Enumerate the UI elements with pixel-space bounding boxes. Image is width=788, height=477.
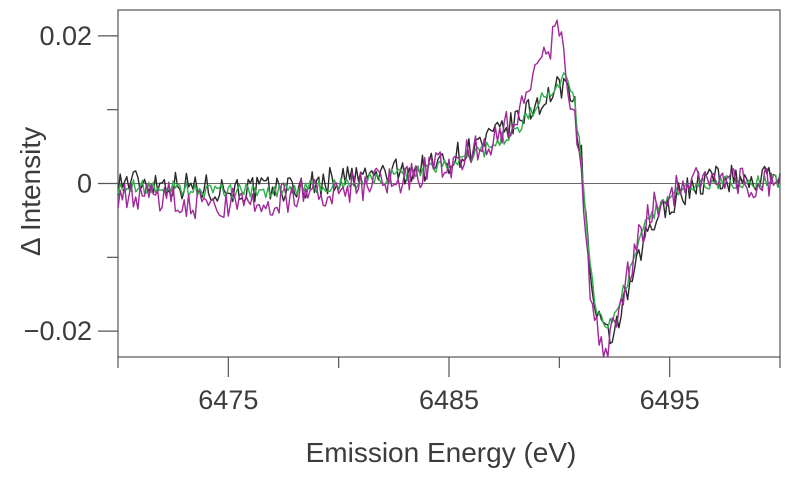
y-tick-label: 0.02 — [39, 21, 92, 51]
x-tick-label: 6485 — [419, 385, 479, 415]
x-tick-label: 6475 — [198, 385, 258, 415]
series-line-2 — [117, 72, 781, 329]
series-line-1 — [117, 76, 781, 345]
x-axis-title: Emission Energy (eV) — [306, 437, 577, 468]
y-axis-title: Δ Intensity — [15, 127, 46, 256]
y-tick-label: −0.02 — [24, 316, 92, 346]
y-tick-label: 0 — [77, 169, 92, 199]
axes-layer — [98, 35, 781, 377]
series-line-3 — [117, 19, 781, 358]
label-layer: 6475 6485 6495 −0.02 0 0.02 Emission Energy (e… — [15, 21, 700, 468]
plot-frame — [117, 9, 781, 358]
x-tick-label: 6495 — [640, 385, 700, 415]
series-layer — [117, 19, 781, 358]
